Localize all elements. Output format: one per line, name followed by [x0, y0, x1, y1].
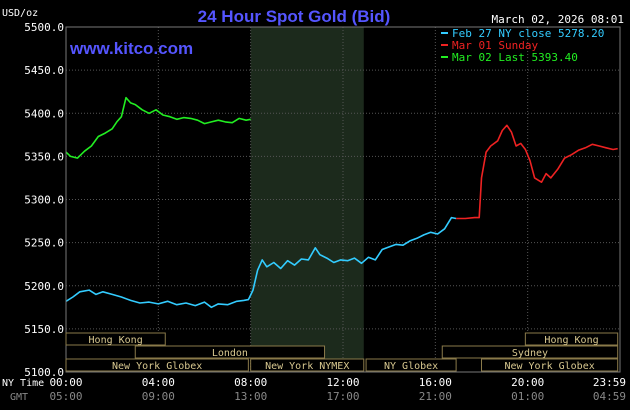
x-tick-row-label: NY Time	[2, 378, 44, 389]
chart-title: 24 Hour Spot Gold (Bid)	[198, 7, 391, 26]
y-axis-label: USD/oz	[2, 8, 38, 19]
series-layer	[65, 96, 618, 309]
session-label: New York Globex	[112, 361, 202, 372]
session-label: London	[212, 348, 248, 359]
x-tick-label: 04:00	[142, 376, 175, 389]
series-line	[456, 124, 618, 220]
shaded-session-region	[250, 27, 364, 372]
session-box	[65, 332, 166, 346]
session-box	[365, 358, 457, 372]
session-label: Sydney	[512, 348, 548, 359]
session-box	[481, 358, 619, 372]
session-box	[250, 358, 365, 372]
x-tick-label: 01:00	[511, 390, 544, 403]
x-tick-label: 23:59	[593, 376, 626, 389]
watermark-url: www.kitco.com	[69, 39, 193, 58]
y-axis-tick-labels: 5500.0 5450.0 5400.0 5350.0 5300.0 5250.0 5200…	[24, 21, 64, 379]
trading-sessions-layer: Hong Kong London New York Globex New York N…	[65, 332, 619, 372]
session-label: New York NYMEX	[265, 361, 349, 372]
x-tick-label: 08:00	[234, 376, 267, 389]
x-tick-row-label: GMT	[10, 392, 28, 403]
session-label: New York Globex	[504, 361, 594, 372]
session-box	[524, 332, 619, 346]
y-tick-label: 5100.0	[24, 366, 64, 379]
legend-entry: Mar 01 Sunday	[452, 39, 538, 52]
session-label: NY Globex	[384, 361, 438, 372]
session-box	[134, 345, 326, 359]
shaded-session-layer	[250, 27, 364, 372]
x-axis-tick-labels: NY Time 00:00 04:00 08:00 12:00 16:00 20:00 23:…	[2, 376, 626, 403]
y-tick-label: 5150.0	[24, 323, 64, 336]
series-line	[65, 96, 251, 159]
legend-entry: Feb 27 NY close 5278.20	[452, 27, 604, 40]
session-label: Hong Kong	[544, 335, 598, 346]
y-tick-label: 5200.0	[24, 280, 64, 293]
x-tick-label: 04:59	[593, 390, 626, 403]
x-tick-label: 21:00	[419, 390, 452, 403]
grid-layer	[66, 27, 620, 372]
series-line	[65, 216, 457, 309]
y-tick-label: 5350.0	[24, 150, 64, 163]
x-tick-label: 12:00	[326, 376, 359, 389]
y-tick-label: 5250.0	[24, 237, 64, 250]
x-tick-label: 16:00	[419, 376, 452, 389]
x-tick-label: 17:00	[326, 390, 359, 403]
y-tick-label: 5300.0	[24, 194, 64, 207]
x-tick-label: 20:00	[511, 376, 544, 389]
legend-entry: Mar 02 Last 5393.40	[452, 51, 578, 64]
x-tick-label: 00:00	[49, 376, 82, 389]
timestamp: March 02, 2026 08:01	[492, 13, 624, 26]
x-tick-label: 09:00	[142, 390, 175, 403]
session-box	[441, 345, 619, 359]
y-tick-label: 5500.0	[24, 21, 64, 34]
y-tick-label: 5400.0	[24, 107, 64, 120]
session-label: Hong Kong	[89, 335, 143, 346]
session-box	[65, 358, 249, 372]
x-tick-label: 13:00	[234, 390, 267, 403]
y-tick-label: 5450.0	[24, 64, 64, 77]
x-tick-label: 05:00	[49, 390, 82, 403]
plot-frame	[65, 26, 621, 373]
